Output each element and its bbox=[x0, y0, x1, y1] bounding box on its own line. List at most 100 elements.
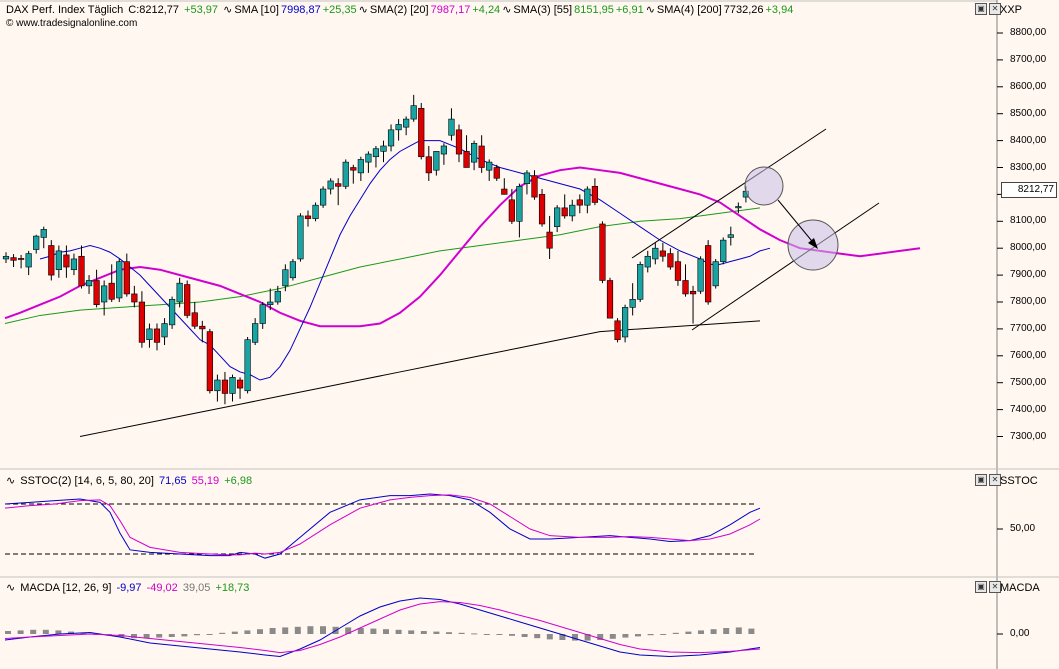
macd-histogram-bar bbox=[509, 634, 515, 636]
trend-line-icon: ∿ bbox=[645, 4, 655, 16]
candle-body bbox=[531, 175, 538, 198]
macd-histogram-bar bbox=[635, 634, 641, 637]
sstoc-value-1: 71,65 bbox=[159, 475, 187, 487]
indicator-label: SMA(2) [20] bbox=[369, 4, 429, 16]
price-tick-label: 8000,00 bbox=[1010, 242, 1047, 254]
macd-histogram-bar bbox=[458, 632, 465, 634]
indicator-legend: ∿ SMA [10] 7998,87 +25,35 ∿ SMA(2) [20] 7987,1… bbox=[223, 4, 795, 16]
price-tick-label: 8300,00 bbox=[1010, 161, 1047, 173]
price-tick-label: 7900,00 bbox=[1010, 269, 1047, 281]
macd-histogram-bar bbox=[710, 629, 717, 634]
candle-body bbox=[455, 129, 463, 155]
candle-body bbox=[138, 301, 146, 343]
macd-histogram-bar bbox=[597, 634, 604, 640]
macd-histogram-bar bbox=[383, 629, 389, 634]
macd-histogram-bar bbox=[521, 634, 528, 637]
restore-button[interactable]: ▣ bbox=[975, 3, 987, 15]
candle-body bbox=[33, 235, 40, 250]
macd-histogram-bar bbox=[420, 631, 427, 634]
macd-line bbox=[4, 597, 761, 658]
candle-body bbox=[199, 325, 206, 330]
close-button[interactable]: ✕ bbox=[989, 581, 1001, 593]
candle-body bbox=[123, 261, 130, 295]
candle-body bbox=[327, 180, 334, 190]
candle-body bbox=[48, 245, 55, 276]
candle-body bbox=[221, 379, 229, 394]
indicator-change: +25,35 bbox=[322, 4, 357, 16]
macd-histogram-bar bbox=[244, 630, 251, 634]
price-tick-label: 7600,00 bbox=[1010, 349, 1047, 361]
candle-body bbox=[667, 253, 674, 268]
macd-histogram-bar bbox=[572, 634, 578, 641]
macd-histogram-bar bbox=[131, 634, 137, 639]
macd-histogram-bar bbox=[647, 634, 654, 636]
macd-pane bbox=[4, 597, 1003, 658]
last-price-tag: 8212,77 bbox=[1001, 182, 1057, 198]
price-tick-label: 8700,00 bbox=[1010, 53, 1047, 65]
candle-body bbox=[350, 167, 357, 171]
macd-value-2: -49,02 bbox=[146, 582, 178, 594]
indicator-value: 8151,95 bbox=[574, 4, 614, 16]
candle-body bbox=[357, 159, 364, 174]
candle-body bbox=[425, 156, 432, 174]
macd-histogram-bar bbox=[42, 629, 49, 634]
candle-body bbox=[705, 245, 712, 303]
sstoc-pane bbox=[4, 493, 1003, 559]
price-tick-label: 8400,00 bbox=[1010, 134, 1047, 146]
candle-body bbox=[523, 172, 531, 184]
macd-histogram-bar bbox=[483, 634, 490, 635]
macd-histogram-bar bbox=[5, 631, 11, 634]
sma200-line bbox=[79, 320, 761, 437]
candle-body bbox=[652, 247, 659, 260]
lower-channel-line bbox=[691, 202, 880, 331]
candle-body bbox=[10, 257, 17, 261]
candle-body bbox=[191, 312, 198, 327]
restore-button[interactable]: ▣ bbox=[975, 474, 987, 486]
close-button[interactable]: ✕ bbox=[989, 474, 1001, 486]
candle-body bbox=[591, 186, 598, 203]
indicator-label: SMA(3) [55] bbox=[513, 4, 573, 16]
macd-histogram-bar bbox=[181, 634, 188, 637]
candle-body bbox=[169, 299, 176, 326]
close-button[interactable]: ✕ bbox=[989, 3, 1001, 15]
sstoc-value-2: 55,19 bbox=[191, 475, 220, 487]
macd-value-4: +18,73 bbox=[215, 582, 250, 594]
candle-body bbox=[274, 290, 281, 303]
index-title: DAX Perf. Index Täglich bbox=[6, 4, 124, 16]
sstoc-label: SSTOC(2) [14, 6, 5, 80, 20] bbox=[20, 475, 154, 487]
candle-body bbox=[304, 215, 312, 219]
candle-body bbox=[85, 280, 93, 287]
candle-body bbox=[682, 280, 689, 295]
candle-body bbox=[63, 254, 70, 268]
sstoc-d-line bbox=[4, 494, 761, 556]
candle-body bbox=[214, 379, 221, 392]
sma10-line bbox=[39, 140, 771, 381]
candle-body bbox=[561, 207, 568, 217]
candle-body bbox=[229, 377, 236, 394]
macd-signal-line bbox=[4, 601, 761, 654]
candle-body bbox=[546, 231, 553, 249]
close-change: +53,97 bbox=[184, 4, 219, 16]
macd-histogram-bar bbox=[206, 634, 213, 635]
candle-body bbox=[17, 258, 25, 260]
indicator-label: SMA [10] bbox=[234, 4, 279, 16]
candle-body bbox=[418, 108, 425, 158]
candle-body bbox=[712, 261, 719, 287]
price-tick-label: 8800,00 bbox=[1010, 27, 1047, 38]
macd-histogram-bar bbox=[231, 631, 238, 634]
trend-line-icon: ∿ bbox=[6, 582, 16, 594]
macd-histogram-bar bbox=[307, 626, 314, 634]
macd-histogram-bar bbox=[546, 634, 553, 640]
close-value: C:8212,77 bbox=[128, 4, 180, 16]
macd-histogram-bar bbox=[269, 628, 276, 634]
restore-button[interactable]: ▣ bbox=[975, 581, 987, 593]
candle-body bbox=[599, 223, 606, 281]
candle-body bbox=[153, 328, 161, 343]
arrow-head bbox=[808, 238, 818, 249]
macd-histogram-bar bbox=[584, 634, 591, 641]
macd-histogram-bar bbox=[723, 628, 730, 634]
macd-histogram-bar bbox=[609, 634, 616, 639]
price-tick-label: 7400,00 bbox=[1010, 403, 1047, 415]
trend-drawings bbox=[631, 128, 880, 331]
